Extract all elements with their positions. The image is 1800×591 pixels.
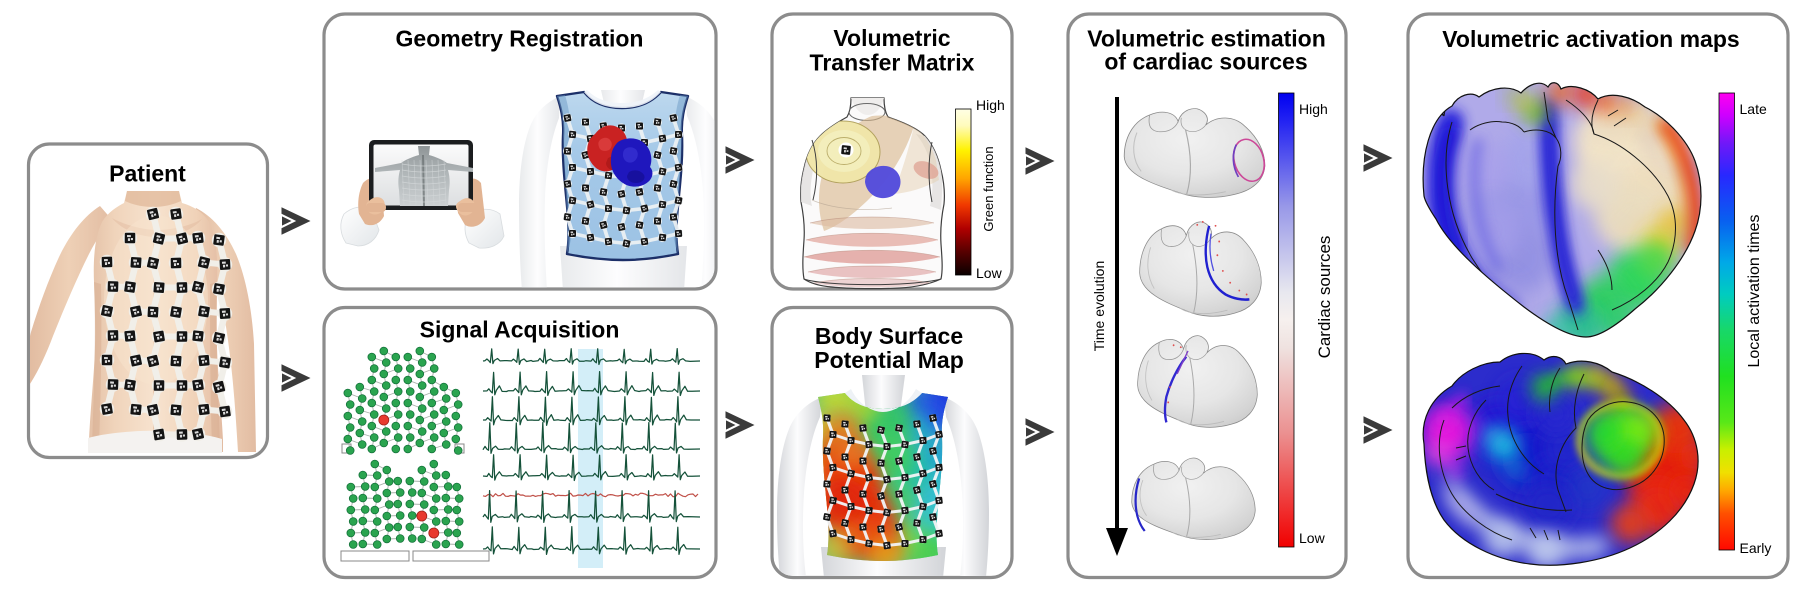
svg-text:Transfer Matrix: Transfer Matrix (810, 50, 975, 76)
svg-text:Potential Map: Potential Map (814, 347, 964, 373)
svg-text:Time evolution: Time evolution (1091, 261, 1107, 352)
svg-text:of cardiac sources: of cardiac sources (1104, 49, 1307, 75)
svg-text:Low: Low (976, 265, 1003, 281)
svg-text:Patient: Patient (109, 161, 186, 187)
svg-text:Green function: Green function (981, 146, 996, 231)
svg-text:Volumetric: Volumetric (833, 25, 950, 51)
svg-text:Body Surface: Body Surface (815, 323, 963, 349)
svg-text:Cardiac sources: Cardiac sources (1315, 236, 1334, 359)
svg-text:Low: Low (1299, 530, 1326, 546)
svg-text:Early: Early (1740, 540, 1772, 556)
svg-text:Volumetric activation maps: Volumetric activation maps (1442, 26, 1739, 52)
svg-text:Geometry Registration: Geometry Registration (396, 26, 644, 52)
svg-text:High: High (1299, 101, 1328, 117)
svg-text:Volumetric estimation: Volumetric estimation (1087, 25, 1326, 51)
svg-text:High: High (976, 97, 1005, 113)
svg-text:Late: Late (1740, 101, 1767, 117)
svg-text:Signal Acquisition: Signal Acquisition (420, 317, 620, 343)
svg-text:Local activation times: Local activation times (1746, 215, 1763, 368)
